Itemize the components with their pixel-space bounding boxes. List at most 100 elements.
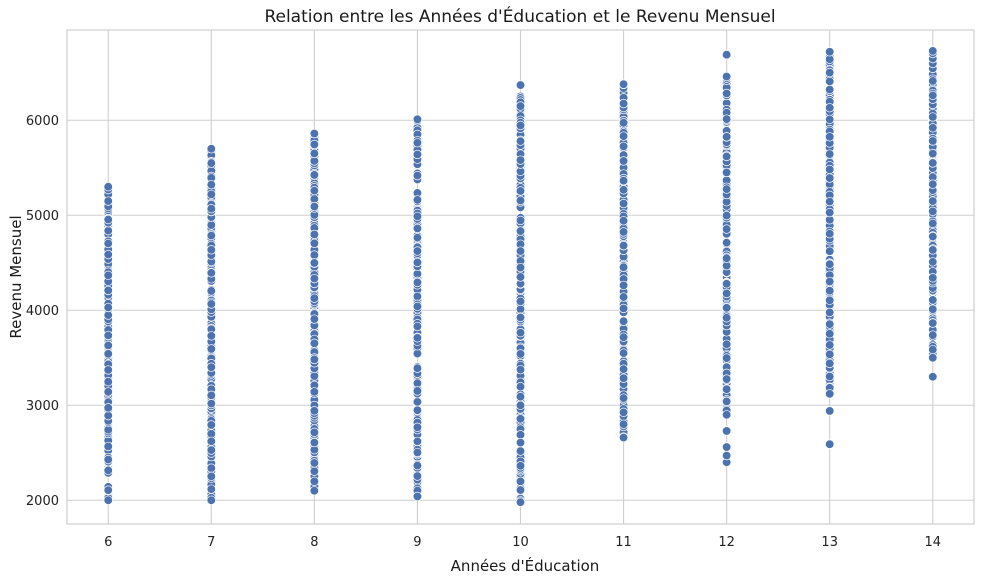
data-point [825,358,835,369]
data-point [412,321,423,332]
data-point [309,476,320,486]
data-point [721,167,732,178]
data-point [928,218,938,229]
data-point [515,246,526,256]
data-point [618,262,629,272]
data-point [721,50,732,60]
data-point [825,439,835,449]
data-point [309,338,320,348]
data-point [206,398,216,409]
data-point [103,330,113,341]
data-point [515,195,526,206]
data-point [515,400,526,411]
data-point [309,128,320,139]
data-point [515,186,526,196]
data-point [825,295,835,305]
x-tick-label: 12 [718,535,735,550]
data-point [721,339,732,349]
data-point [618,419,629,429]
data-point [928,257,938,267]
data-point [309,437,320,448]
data-point [412,138,423,148]
data-point [928,112,938,122]
data-point [309,185,320,196]
data-point [103,249,113,260]
data-point [515,304,526,314]
data-point [309,273,320,284]
data-point [928,136,938,146]
data-point [618,185,629,195]
data-point [618,407,629,417]
data-point [618,332,629,342]
data-point [928,344,938,355]
data-point [825,229,835,239]
data-point [928,46,938,56]
data-point [618,176,629,186]
data-point [928,148,938,159]
data-point [618,141,629,152]
y-axis-label: Revenu Mensuel [7,215,25,338]
y-tick-label: 2000 [26,494,59,509]
data-point [412,301,423,312]
data-point [103,302,113,313]
data-point [206,344,216,354]
data-point [825,164,835,175]
data-point [206,362,216,372]
data-point [309,371,320,381]
x-axis-label: Années d'Éducation [451,556,600,575]
data-point [721,396,732,407]
data-point [103,485,113,495]
data-point [309,201,320,212]
data-point [412,397,423,407]
data-point [825,259,835,269]
data-point [103,403,113,413]
data-point [825,371,835,382]
data-point [206,420,216,430]
data-point [412,460,423,471]
data-point [206,331,216,341]
data-point [515,262,526,273]
data-point [412,195,423,205]
data-point [928,76,938,86]
data-point [721,253,732,263]
data-point [515,226,526,236]
data-point [721,210,732,221]
y-tick-label: 6000 [26,114,59,129]
data-point [928,179,938,189]
data-point [206,286,216,296]
data-point [412,405,423,415]
data-point [928,245,938,255]
data-point [825,286,835,296]
data-point [825,173,835,183]
data-point [309,486,320,496]
data-point [206,445,216,455]
data-point [618,240,629,251]
data-point [103,377,113,387]
data-point [515,430,526,440]
data-point [206,245,216,255]
data-point [412,447,423,458]
data-point [309,458,320,468]
data-point [825,246,835,256]
data-point [206,158,216,168]
data-point [309,250,320,260]
x-tick-label: 9 [413,535,421,550]
data-point [721,114,732,124]
data-point [825,132,835,142]
data-point [412,232,423,243]
data-point [412,257,423,268]
data-point [928,330,938,340]
data-point [412,422,423,432]
data-point [206,204,216,214]
data-point [206,495,216,505]
data-point [206,220,216,230]
data-point [825,84,835,95]
data-point [721,410,732,420]
data-point [825,149,835,159]
data-point [618,131,629,141]
data-point [928,372,938,382]
data-point [103,340,113,351]
data-point [928,295,938,305]
data-point [309,427,320,437]
data-point [825,67,835,78]
